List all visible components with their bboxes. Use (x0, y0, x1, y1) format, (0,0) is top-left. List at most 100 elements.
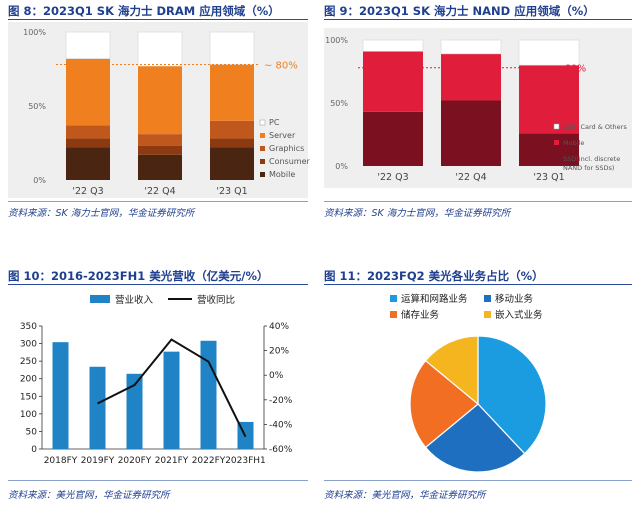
fig11-legend-label: 运算和网路业务 (401, 293, 468, 305)
fig11-legend-swatch (484, 311, 491, 318)
fig11-pie-slice (477, 335, 547, 455)
fig8-bar-segment (209, 31, 255, 65)
fig9-xtick: '22 Q3 (377, 172, 408, 183)
fig8-legend-swatch (260, 133, 265, 138)
fig10-legend-swatch-revenue (90, 295, 110, 303)
fig10-left-tick: 100 (20, 410, 37, 420)
figure8-title: 图 8：2023Q1 SK 海力士 DRAM 应用领域（%） (8, 4, 280, 18)
fig8-bar-segment (66, 147, 110, 180)
fig10-right-tick: -20% (269, 396, 293, 406)
fig10-left-tick: 350 (20, 322, 37, 332)
fig8-legend-label: Consumer (269, 157, 311, 166)
fig10-left-tick: 50 (26, 427, 38, 437)
fig8-bar-segment (137, 31, 183, 67)
fig8-legend-swatch (259, 119, 266, 126)
fig11-legend-label: 储存业务 (401, 309, 440, 321)
fig9-bar-segment (441, 100, 501, 166)
fig9-bar-segment (363, 51, 423, 112)
fig9-legend-label: SSD(incl. discrete (563, 155, 620, 163)
fig10-xtick: 2021FY (155, 456, 189, 466)
fig10-yoy-line (97, 338, 247, 438)
fig8-bar-segment (138, 66, 182, 135)
figure11-title-rule (324, 284, 632, 285)
fig8-bar-segment (65, 31, 111, 59)
fig10-left-tick: 0 (31, 445, 37, 455)
fig11-legend-swatch (484, 295, 491, 302)
fig9-legend-swatch (553, 123, 560, 130)
figure9-chart: 0% 50% 100% '22 Q3 '22 Q4 '23 Q1 ~ 80% USB, Car… (325, 36, 627, 183)
figure10-title-rule (8, 284, 308, 285)
fig9-bar-segment (519, 133, 579, 166)
fig11-pie-slice (424, 403, 526, 473)
fig8-legend-swatch (260, 146, 265, 151)
fig11-legend-swatch (390, 295, 397, 302)
fig10-left-tick: 200 (20, 375, 37, 385)
fig8-annotation: ~ 80% (264, 61, 298, 72)
fig10-left-tick: 250 (20, 357, 37, 367)
fig10-xtick: 2023FH1 (225, 456, 266, 466)
fig9-ytick: 100% (325, 36, 348, 45)
fig11-pie-slice (409, 359, 479, 449)
fig11-legend-label: 移动业务 (495, 293, 534, 305)
fig10-xtick: 2022FY (192, 456, 226, 466)
figure8-bottom-rule (8, 201, 308, 202)
fig9-bar-segment (440, 39, 502, 55)
fig9-ytick: 50% (330, 99, 348, 108)
fig8-xtick: '23 Q1 (216, 186, 247, 197)
fig10-right-tick: 40% (269, 322, 289, 332)
figure9-source: 资料来源：SK 海力士官网，华金证券研究所 (324, 208, 511, 219)
fig10-bar (126, 373, 143, 449)
fig8-bar-segment (138, 145, 182, 155)
fig9-bar-segment (519, 65, 579, 134)
figure8-source: 资料来源：SK 海力士官网，华金证券研究所 (8, 208, 195, 219)
fig10-bar (89, 366, 106, 449)
fig9-bar-segment (441, 53, 501, 101)
figure10-source: 资料来源：美光官网，华金证券研究所 (8, 490, 170, 501)
fig8-bar-segment (138, 154, 182, 180)
fig9-ytick: 0% (335, 162, 348, 171)
fig10-left-tick: 150 (20, 392, 37, 402)
fig11-legend-swatch (390, 311, 397, 318)
fig8-ytick: 100% (23, 28, 46, 37)
figure9-bottom-rule (324, 201, 632, 202)
fig9-legend-label: NAND for SSDs) (563, 164, 614, 172)
figure10-title: 图 10：2016-2023FH1 美光营收（亿美元/%） (8, 269, 269, 283)
fig10-xtick: 2019FY (81, 456, 115, 466)
fig9-legend-label: USB, Card & Others (563, 123, 627, 131)
fig9-bar-segment (518, 39, 580, 66)
fig10-legend-label-revenue: 营业收入 (115, 294, 154, 306)
figure9-title-rule (324, 19, 632, 20)
fig8-legend-label: Mobile (269, 170, 295, 179)
fig8-legend-label: Graphics (269, 144, 304, 153)
fig9-xtick: '23 Q1 (533, 172, 564, 183)
fig9-legend-swatch (554, 156, 559, 161)
figure8-title-rule (8, 19, 308, 20)
figure10-chart: 0 50 100 150 200 250 300 350 -60% -40% -20% 0% 20% 40… (20, 294, 293, 466)
fig8-bar-segment (210, 64, 254, 121)
fig9-bar-segment (363, 111, 423, 166)
figure11-bottom-rule (324, 480, 632, 481)
fig10-legend-label-yoy: 营收同比 (197, 294, 235, 306)
fig8-ytick: 0% (33, 176, 46, 185)
fig9-legend-swatch (554, 140, 559, 145)
fig10-right-tick: -60% (269, 445, 293, 455)
fig8-ytick: 50% (28, 102, 46, 111)
fig8-legend-label: PC (269, 118, 280, 127)
fig11-pie-slice (424, 335, 479, 406)
fig10-bar (52, 342, 69, 449)
fig10-right-tick: 0% (269, 371, 284, 381)
fig8-legend-label: Server (269, 131, 296, 140)
fig10-bar (200, 340, 217, 449)
fig8-xtick: '22 Q4 (144, 186, 175, 197)
figure10-bottom-rule (8, 480, 308, 481)
fig10-xtick: 2018FY (44, 456, 78, 466)
fig11-legend-label: 嵌入式业务 (495, 309, 543, 321)
fig9-xtick: '22 Q4 (455, 172, 486, 183)
figure9-title: 图 9：2023Q1 SK 海力士 NAND 应用领域（%） (324, 4, 595, 18)
fig10-bar (163, 351, 180, 449)
fig8-bar-segment (66, 58, 110, 126)
figure11-source: 资料来源：美光官网，华金证券研究所 (324, 490, 486, 501)
fig10-right-tick: 20% (269, 347, 289, 357)
fig8-legend-swatch (260, 172, 265, 177)
